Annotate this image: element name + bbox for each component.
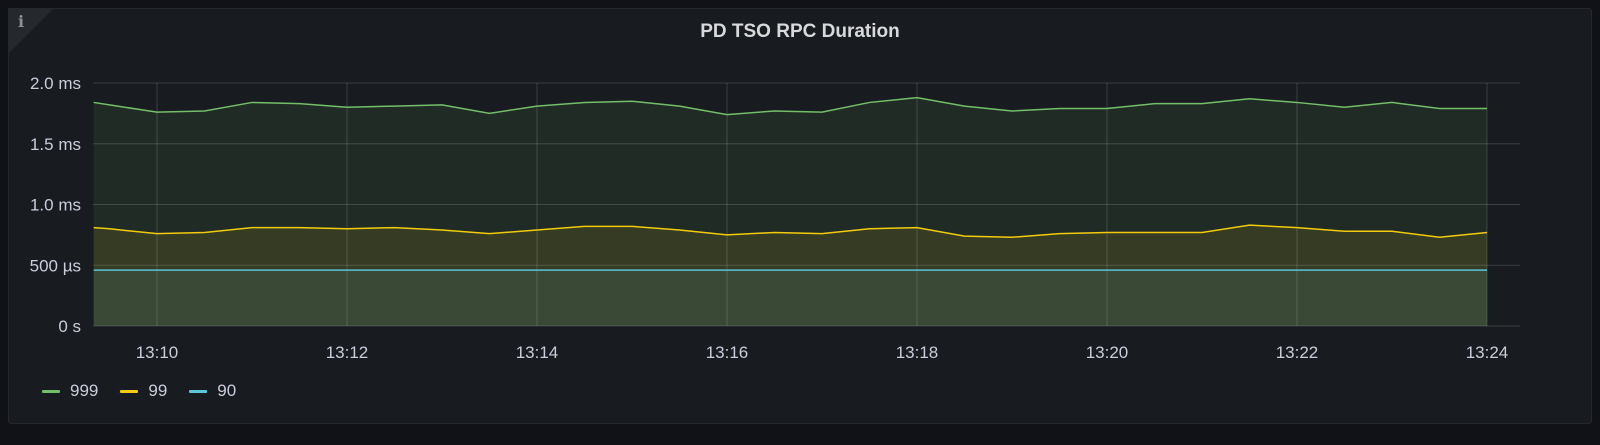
series-area-999 bbox=[93, 97, 1488, 326]
y-tick-label: 1.5 ms bbox=[30, 135, 81, 154]
x-tick-label: 13:24 bbox=[1466, 343, 1509, 362]
legend: 999 99 90 bbox=[42, 381, 236, 401]
x-tick-label: 13:20 bbox=[1086, 343, 1129, 362]
x-tick-label: 13:12 bbox=[326, 343, 369, 362]
legend-item-99[interactable]: 99 bbox=[120, 381, 167, 401]
x-tick-label: 13:16 bbox=[706, 343, 749, 362]
y-tick-label: 2.0 ms bbox=[30, 74, 81, 93]
y-tick-label: 500 µs bbox=[30, 256, 81, 275]
x-tick-label: 13:18 bbox=[896, 343, 939, 362]
x-tick-label: 13:22 bbox=[1276, 343, 1319, 362]
chart-title[interactable]: PD TSO RPC Duration bbox=[700, 21, 900, 42]
y-tick-label: 0 s bbox=[58, 317, 81, 336]
legend-swatch bbox=[42, 389, 60, 393]
series-area-90 bbox=[93, 270, 1488, 326]
legend-swatch bbox=[189, 389, 208, 393]
series-area-99 bbox=[93, 225, 1488, 326]
info-icon[interactable]: i bbox=[18, 12, 25, 31]
y-tick-label: 1.0 ms bbox=[30, 196, 81, 215]
legend-swatch bbox=[120, 389, 139, 393]
chart-panel bbox=[8, 8, 1592, 424]
legend-item-90[interactable]: 90 bbox=[189, 381, 236, 401]
panel-info-corner[interactable] bbox=[8, 8, 54, 54]
x-tick-label: 13:14 bbox=[516, 343, 559, 362]
x-tick-label: 13:10 bbox=[136, 343, 179, 362]
legend-item-999[interactable]: 999 bbox=[42, 381, 98, 401]
